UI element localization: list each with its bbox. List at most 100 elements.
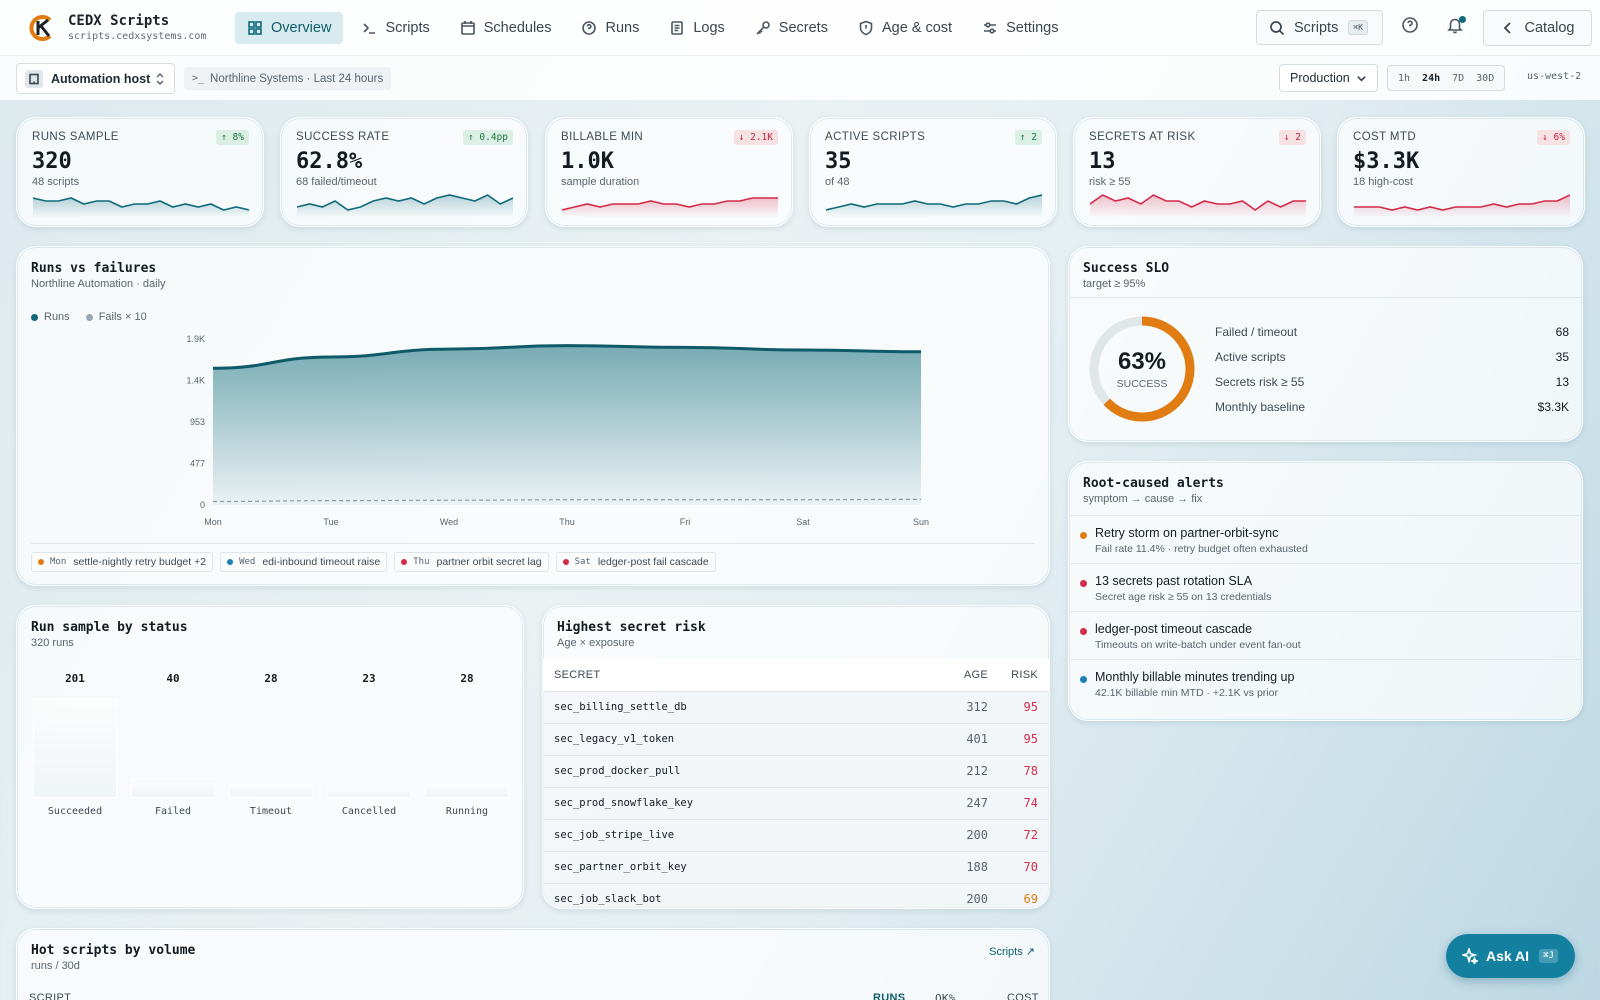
range-7d[interactable]: 7D — [1452, 72, 1465, 84]
range-30d[interactable]: 30D — [1476, 72, 1495, 84]
alert-item[interactable]: ledger-post timeout cascade Timeouts on w… — [1069, 611, 1582, 659]
nav-logs[interactable]: Logs — [657, 12, 736, 44]
sparkline-line — [562, 197, 778, 211]
nav-overview[interactable]: Overview — [235, 11, 344, 44]
secret-risk: 70 — [999, 850, 1049, 883]
kpi-card[interactable]: RUNS SAMPLE 320 48 scripts ↑ 8% — [16, 117, 264, 227]
region-label: us-west-2 — [1527, 71, 1582, 82]
slo-stat-value: $3.3K — [1537, 400, 1569, 414]
table-row[interactable]: sec_legacy_v1_token 401 95 — [543, 722, 1049, 755]
range-1h[interactable]: 1h — [1398, 72, 1411, 84]
nav-runs[interactable]: Runs — [569, 12, 651, 44]
alert-severity-dot — [1080, 532, 1087, 539]
help-button[interactable] — [1401, 16, 1423, 38]
breadcrumb: >_ Northline Systems · Last 24 hours — [184, 67, 392, 90]
sparkline-line — [33, 197, 249, 211]
nav-label: Schedules — [483, 19, 552, 36]
range-24h[interactable]: 24h — [1422, 72, 1441, 84]
sliders-icon — [984, 21, 997, 34]
sparkline-area — [1090, 195, 1306, 218]
status-bar-column[interactable]: 28 Timeout — [227, 672, 315, 817]
col-risk[interactable]: RISK — [1011, 668, 1038, 681]
col-cost[interactable]: COST — [1007, 992, 1039, 1000]
runs-chart-panel: Runs vs failures Northline Automation · … — [16, 246, 1050, 586]
y-tick-label: 953 — [190, 417, 205, 427]
catalog-button[interactable]: Catalog — [1483, 10, 1592, 46]
kpi-card[interactable]: BILLABLE MIN 1.0K sample duration ↓ 2.1K — [545, 117, 793, 227]
status-bar-column[interactable]: 201 Succeeded — [31, 672, 119, 817]
tag-text: settle-nightly retry budget +2 — [73, 556, 207, 568]
tag-text: edi-inbound timeout raise — [262, 556, 381, 568]
kpi-delta-badge: ↑ 8% — [216, 130, 249, 145]
table-row[interactable]: sec_job_stripe_live 200 72 — [543, 818, 1049, 851]
secrets-panel: Highest secret risk Age × exposure SECRE… — [542, 605, 1050, 909]
runs-area — [213, 345, 921, 505]
event-tag[interactable]: Wed edi-inbound timeout raise — [220, 552, 388, 572]
table-row[interactable]: sec_prod_snowflake_key 247 74 — [543, 786, 1049, 819]
table-row[interactable]: sec_partner_orbit_key 188 70 — [543, 850, 1049, 883]
nav-secrets[interactable]: Secrets — [743, 12, 840, 44]
kpi-subtitle: of 48 — [825, 176, 850, 188]
alert-detail: Timeouts on write-batch under event fan-… — [1095, 639, 1301, 651]
nav-schedules[interactable]: Schedules — [448, 12, 564, 44]
kpi-subtitle: sample duration — [561, 176, 640, 188]
event-tag[interactable]: Sat ledger-post fail cascade — [555, 552, 716, 572]
cedx-logo-icon — [29, 14, 52, 41]
slo-stat-value: 68 — [1555, 325, 1569, 339]
tag-day: Wed — [239, 557, 256, 567]
breadcrumb-text: Northline Systems · Last 24 hours — [210, 72, 384, 85]
shield-icon — [859, 20, 873, 35]
secret-risk: 95 — [999, 722, 1049, 755]
slo-stat-label: Active scripts — [1215, 350, 1286, 364]
kpi-value: 1.0K — [561, 149, 614, 174]
kpi-card[interactable]: SUCCESS RATE 62.8% 68 failed/timeout ↑ 0… — [280, 117, 528, 227]
alert-item[interactable]: Monthly billable minutes trending up 42.1… — [1069, 659, 1582, 707]
tag-dot — [227, 559, 234, 565]
panel-title: Run sample by status — [31, 620, 188, 635]
kpi-card[interactable]: COST MTD $3.3K 18 high-cost ↓ 6% — [1337, 117, 1585, 227]
kpi-card[interactable]: SECRETS AT RISK 13 risk ≥ 55 ↓ 2 — [1073, 117, 1321, 227]
col-age[interactable]: AGE — [963, 668, 988, 681]
prompt-icon: >_ — [192, 73, 205, 84]
scripts-link[interactable]: Scripts ↗ — [989, 946, 1035, 958]
col-ok[interactable]: OK% — [935, 991, 956, 1000]
alert-severity-dot — [1080, 628, 1087, 635]
status-bar-column[interactable]: 40 Failed — [129, 672, 217, 817]
slo-stat-row: Monthly baseline $3.3K — [1215, 400, 1569, 414]
table-row[interactable]: sec_prod_docker_pull 212 78 — [543, 754, 1049, 787]
legend-fails[interactable]: Fails × 10 — [85, 311, 147, 323]
ask-ai-shortcut: ⌘J — [1539, 949, 1558, 963]
search-button[interactable]: Scripts ⌘K — [1256, 10, 1383, 45]
kpi-sparkline — [1354, 194, 1570, 218]
secret-age: 212 — [897, 754, 999, 787]
nav-settings[interactable]: Settings — [970, 12, 1070, 44]
sparkline-area — [297, 195, 513, 218]
table-row[interactable]: sec_billing_settle_db 312 95 — [543, 690, 1049, 723]
kpi-value: 320 — [32, 149, 72, 174]
status-bar-column[interactable]: 23 Cancelled — [325, 672, 413, 817]
table-row[interactable]: sec_job_slack_bot 200 69 — [543, 882, 1049, 908]
alert-item[interactable]: 13 secrets past rotation SLA Secret age r… — [1069, 563, 1582, 611]
legend-runs[interactable]: Runs — [31, 311, 70, 323]
ask-ai-button[interactable]: Ask AI ⌘J — [1446, 934, 1575, 978]
secret-risk: 69 — [999, 882, 1049, 908]
runs-area-chart: 0 477 953 1.4K 1.9K Mon Tue Wed Thu Fri Sat Sun — [186, 334, 929, 527]
kpi-label: SECRETS AT RISK — [1089, 131, 1196, 143]
environment-select[interactable]: Production — [1279, 64, 1378, 92]
nav-age-cost[interactable]: Age & cost — [846, 12, 964, 44]
event-tag[interactable]: Thu partner orbit secret lag — [394, 552, 549, 572]
brand[interactable]: CEDX Scripts scripts.cedxsystems.com — [26, 13, 221, 43]
host-selector[interactable]: Automation host — [16, 63, 175, 94]
col-runs[interactable]: RUNS — [873, 992, 906, 1000]
tag-dot — [401, 559, 408, 565]
status-bar-column[interactable]: 28 Running — [423, 672, 511, 817]
col-secret[interactable]: SECRET — [554, 668, 601, 681]
event-tag[interactable]: Mon settle-nightly retry budget +2 — [31, 552, 214, 572]
notifications-button[interactable] — [1446, 16, 1468, 38]
alert-item[interactable]: Retry storm on partner-orbit-sync Fail ra… — [1069, 515, 1582, 563]
kpi-card[interactable]: ACTIVE SCRIPTS 35 of 48 ↑ 2 — [809, 117, 1057, 227]
nav-scripts[interactable]: Scripts — [349, 12, 441, 44]
slo-panel: Success SLO target ≥ 95% 63% SUCCESS Fai… — [1068, 246, 1583, 442]
col-script[interactable]: SCRIPT — [29, 992, 72, 1000]
tag-text: ledger-post fail cascade — [597, 556, 709, 568]
